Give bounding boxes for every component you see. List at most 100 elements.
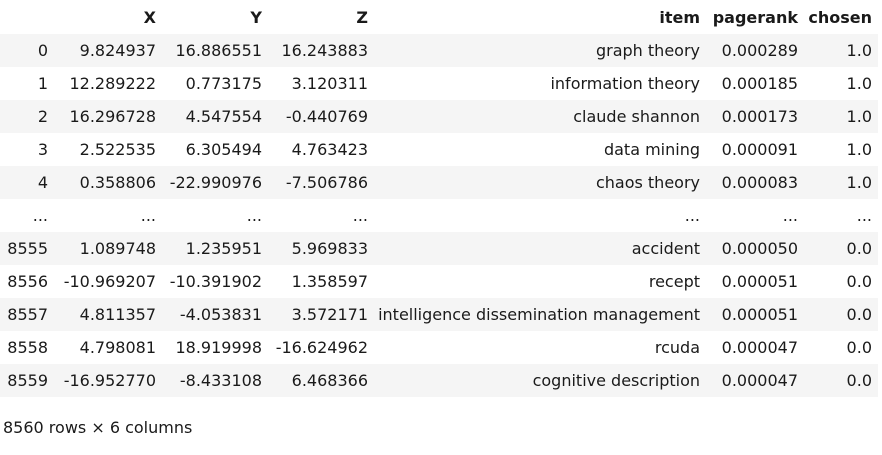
table-row: 8559 -16.952770 -8.433108 6.468366 cogni… [0, 364, 878, 397]
cell-chosen: 1.0 [846, 173, 872, 192]
cell-item: accident [631, 239, 700, 258]
table-row: 1 12.289222 0.773175 3.120311 informatio… [0, 67, 878, 100]
table-row: 8558 4.798081 18.919998 -16.624962 rcuda… [0, 331, 878, 364]
cell-pagerank: 0.000047 [721, 371, 798, 390]
cell-pagerank: 0.000047 [721, 338, 798, 357]
table-header: X Y Z item pagerank chosen [0, 0, 878, 34]
cell-z: 3.572171 [291, 305, 368, 324]
cell-pagerank: 0.000051 [721, 305, 798, 324]
cell-chosen: 1.0 [846, 74, 872, 93]
cell-z: 5.969833 [291, 239, 368, 258]
cell-x: 2.522535 [79, 140, 156, 159]
table-row: 0 9.824937 16.886551 16.243883 graph the… [0, 34, 878, 67]
cell-y: 1.235951 [185, 239, 262, 258]
table-row: 3 2.522535 6.305494 4.763423 data mining… [0, 133, 878, 166]
cell-z: 6.468366 [291, 371, 368, 390]
row-index: 1 [37, 74, 48, 93]
cell-x: 12.289222 [69, 74, 156, 93]
row-index: 3 [37, 140, 48, 159]
ellipsis-row: ... ... ... ... ... ... ... [0, 199, 878, 232]
cell-z: 1.358597 [291, 272, 368, 291]
cell-chosen: ... [856, 206, 872, 225]
row-index: 8557 [7, 305, 48, 324]
cell-y: 6.305494 [185, 140, 262, 159]
table-row: 8556 -10.969207 -10.391902 1.358597 rece… [0, 265, 878, 298]
cell-chosen: 1.0 [846, 41, 872, 60]
header-row: X Y Z item pagerank chosen [0, 0, 878, 34]
cell-x: 1.089748 [79, 239, 156, 258]
cell-item: rcuda [654, 338, 700, 357]
cell-pagerank: 0.000050 [721, 239, 798, 258]
cell-y: 16.886551 [175, 41, 262, 60]
cell-item: chaos theory [595, 173, 700, 192]
table-row: 8555 1.089748 1.235951 5.969833 accident… [0, 232, 878, 265]
cell-y: 0.773175 [185, 74, 262, 93]
cell-x: 0.358806 [79, 173, 156, 192]
cell-y: 4.547554 [185, 107, 262, 126]
cell-chosen: 0.0 [846, 272, 872, 291]
cell-item: cognitive description [532, 371, 700, 390]
cell-pagerank: ... [782, 206, 798, 225]
cell-z: 3.120311 [291, 74, 368, 93]
cell-chosen: 0.0 [846, 338, 872, 357]
dataframe-table: X Y Z item pagerank chosen 0 9.824937 16… [0, 0, 878, 397]
header-z: Z [356, 7, 368, 27]
header-chosen: chosen [808, 7, 872, 27]
cell-chosen: 1.0 [846, 140, 872, 159]
cell-x: -16.952770 [63, 371, 156, 390]
row-index: 8558 [7, 338, 48, 357]
cell-x: 4.798081 [79, 338, 156, 357]
table-body: 0 9.824937 16.886551 16.243883 graph the… [0, 34, 878, 397]
cell-z: ... [352, 206, 368, 225]
cell-z: -16.624962 [275, 338, 368, 357]
cell-item: graph theory [595, 41, 700, 60]
row-index: 8559 [7, 371, 48, 390]
cell-z: 16.243883 [281, 41, 368, 60]
header-y: Y [250, 7, 262, 27]
cell-item: recept [648, 272, 700, 291]
cell-item: intelligence dissemination management [378, 305, 700, 324]
cell-x: ... [140, 206, 156, 225]
cell-y: -10.391902 [169, 272, 262, 291]
cell-x: 4.811357 [79, 305, 156, 324]
cell-z: -0.440769 [285, 107, 368, 126]
dataframe-output: X Y Z item pagerank chosen 0 9.824937 16… [0, 0, 878, 397]
cell-z: 4.763423 [291, 140, 368, 159]
cell-chosen: 0.0 [846, 239, 872, 258]
row-index: 8555 [7, 239, 48, 258]
header-pagerank: pagerank [712, 7, 798, 27]
dataframe-shape-text: 8560 rows × 6 columns [3, 418, 193, 437]
row-index: 2 [37, 107, 48, 126]
cell-x: 9.824937 [79, 41, 156, 60]
cell-x: -10.969207 [63, 272, 156, 291]
cell-pagerank: 0.000289 [721, 41, 798, 60]
cell-chosen: 1.0 [846, 107, 872, 126]
cell-item: claude shannon [573, 107, 700, 126]
header-index [0, 0, 56, 34]
cell-item: data mining [603, 140, 700, 159]
cell-y: 18.919998 [175, 338, 262, 357]
row-index: 4 [37, 173, 48, 192]
row-index: 8556 [7, 272, 48, 291]
cell-pagerank: 0.000051 [721, 272, 798, 291]
table-row: 4 0.358806 -22.990976 -7.506786 chaos th… [0, 166, 878, 199]
cell-x: 16.296728 [69, 107, 156, 126]
cell-y: -8.433108 [179, 371, 262, 390]
cell-z: -7.506786 [285, 173, 368, 192]
cell-pagerank: 0.000185 [721, 74, 798, 93]
cell-chosen: 0.0 [846, 305, 872, 324]
cell-pagerank: 0.000173 [721, 107, 798, 126]
cell-pagerank: 0.000083 [721, 173, 798, 192]
header-x: X [143, 7, 156, 27]
cell-pagerank: 0.000091 [721, 140, 798, 159]
header-item: item [659, 7, 700, 27]
cell-y: -22.990976 [169, 173, 262, 192]
cell-y: ... [246, 206, 262, 225]
row-index: 0 [37, 41, 48, 60]
cell-item: ... [684, 206, 700, 225]
row-index: ... [32, 206, 48, 225]
cell-y: -4.053831 [179, 305, 262, 324]
cell-item: information theory [550, 74, 700, 93]
cell-chosen: 0.0 [846, 371, 872, 390]
table-row: 8557 4.811357 -4.053831 3.572171 intelli… [0, 298, 878, 331]
